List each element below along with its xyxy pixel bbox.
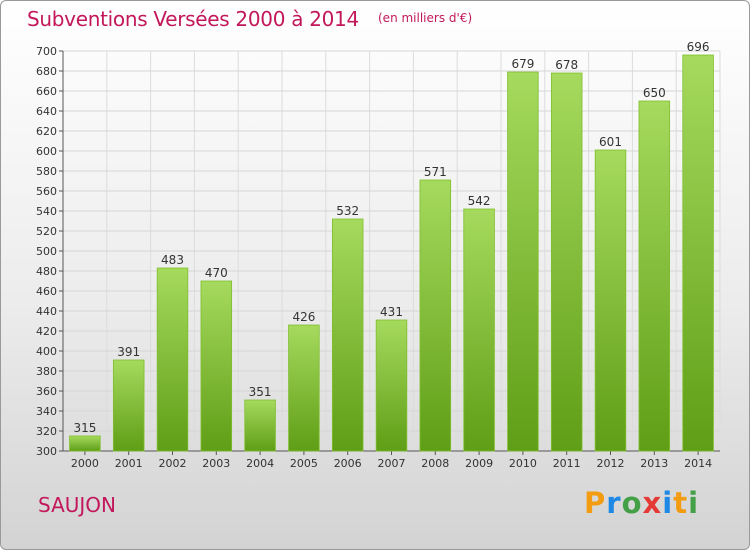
- y-tick-label: 300: [36, 445, 57, 458]
- bar-2000: [69, 435, 101, 452]
- bars: [69, 54, 714, 452]
- bar-2006: [331, 218, 364, 452]
- y-tick-label: 660: [36, 85, 57, 98]
- bar-2002: [156, 267, 189, 452]
- data-label: 391: [117, 345, 140, 359]
- y-tick-label: 560: [36, 185, 57, 198]
- data-label: 571: [424, 165, 447, 179]
- bar-2012: [594, 149, 627, 452]
- x-tick-label: 2008: [421, 457, 449, 470]
- data-label: 679: [511, 57, 534, 71]
- data-label: 426: [292, 310, 315, 324]
- chart-subtitle: (en milliers d'€): [378, 11, 473, 25]
- logo-letter: i: [662, 486, 674, 520]
- x-tick-label: 2011: [553, 457, 581, 470]
- data-label: 678: [555, 58, 578, 72]
- y-tick-label: 640: [36, 105, 57, 118]
- bar-2014: [682, 54, 714, 452]
- logo-letter: i: [688, 486, 700, 520]
- x-tick-label: 2007: [378, 457, 406, 470]
- y-tick-label: 620: [36, 125, 57, 138]
- bar-2010: [507, 71, 539, 452]
- y-tick-label: 340: [36, 405, 57, 418]
- y-tick-label: 680: [36, 65, 57, 78]
- bar-2008: [419, 179, 452, 452]
- chart-title: Subventions Versées 2000 à 2014: [27, 7, 359, 31]
- data-label: 696: [687, 40, 710, 54]
- y-tick-label: 580: [36, 165, 57, 178]
- logo-letter: o: [621, 486, 643, 520]
- bar-2003: [200, 280, 233, 452]
- bar-2005: [288, 324, 320, 452]
- y-tick-label: 500: [36, 245, 57, 258]
- bar-2004: [244, 399, 276, 452]
- data-label: 315: [73, 421, 96, 435]
- place-name: SAUJON: [38, 493, 116, 517]
- data-label: 650: [643, 86, 666, 100]
- y-tick-label: 460: [36, 285, 57, 298]
- y-tick-label: 600: [36, 145, 57, 158]
- y-tick-label: 360: [36, 385, 57, 398]
- x-tick-label: 2009: [465, 457, 493, 470]
- logo-letter: t: [673, 486, 689, 520]
- data-label: 351: [249, 385, 272, 399]
- y-tick-label: 480: [36, 265, 57, 278]
- title-row: Subventions Versées 2000 à 2014 (en mill…: [27, 7, 472, 31]
- logo-letter: r: [606, 486, 622, 520]
- y-tick-label: 400: [36, 345, 57, 358]
- y-tick-label: 700: [36, 45, 57, 58]
- x-tick-label: 2003: [202, 457, 230, 470]
- x-tick-label: 2004: [246, 457, 274, 470]
- y-tick-label: 540: [36, 205, 57, 218]
- bar-2013: [638, 100, 671, 452]
- x-tick-label: 2005: [290, 457, 318, 470]
- x-tick-label: 2010: [509, 457, 537, 470]
- logo-letter: x: [642, 486, 663, 520]
- proxiti-logo: Proxiti: [584, 486, 699, 520]
- data-label: 532: [336, 204, 359, 218]
- y-tick-label: 520: [36, 225, 57, 238]
- bar-2007: [375, 319, 408, 452]
- x-tick-label: 2006: [334, 457, 362, 470]
- data-label: 483: [161, 253, 184, 267]
- logo-letter: P: [584, 486, 607, 520]
- bar-2001: [112, 359, 145, 452]
- data-label: 542: [468, 194, 491, 208]
- y-tick-label: 420: [36, 325, 57, 338]
- y-tick-label: 320: [36, 425, 57, 438]
- data-labels: 315 391 483 470 351 426 532 431 571 542 679 678 601 6…: [73, 40, 709, 435]
- axes: 300 320 340 360 380 400 420 440 460 480 500 520 540 5…: [36, 45, 720, 470]
- x-tick-label: 2000: [71, 457, 99, 470]
- bar-2011: [550, 72, 583, 452]
- x-tick-label: 2013: [640, 457, 668, 470]
- y-tick-label: 440: [36, 305, 57, 318]
- data-label: 431: [380, 305, 403, 319]
- x-tick-label: 2001: [115, 457, 143, 470]
- x-tick-label: 2014: [684, 457, 712, 470]
- y-tick-label: 380: [36, 365, 57, 378]
- x-tick-label: 2002: [159, 457, 187, 470]
- data-label: 601: [599, 135, 622, 149]
- data-label: 470: [205, 266, 228, 280]
- bar-2009: [463, 208, 495, 452]
- x-tick-label: 2012: [597, 457, 625, 470]
